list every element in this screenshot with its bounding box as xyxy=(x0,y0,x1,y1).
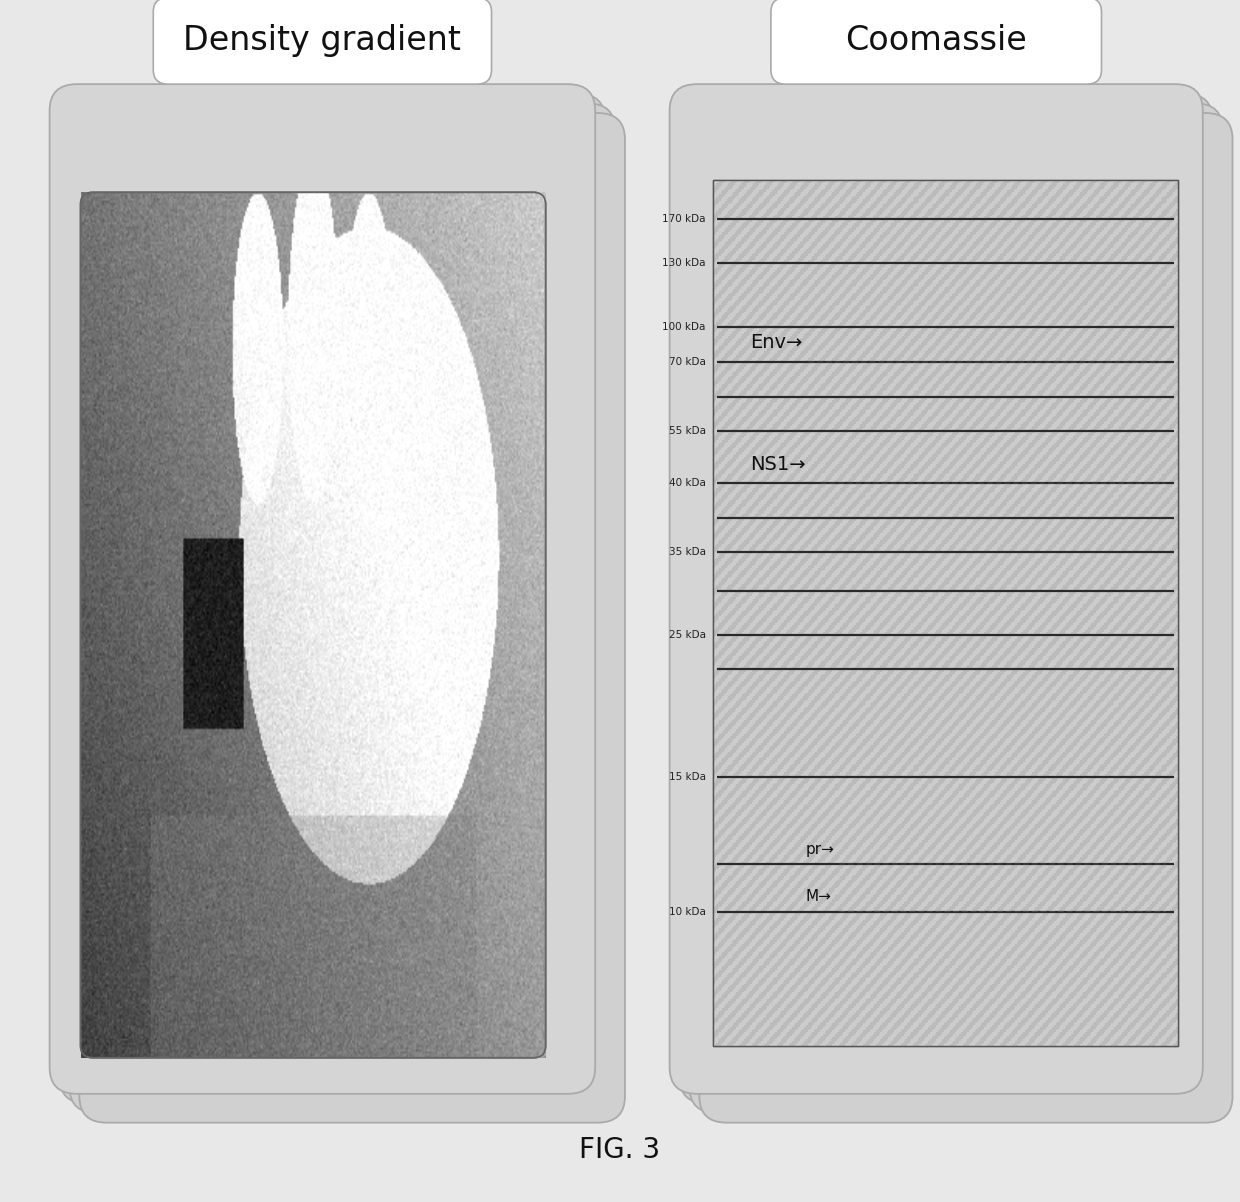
Text: NS1→: NS1→ xyxy=(750,454,806,474)
FancyBboxPatch shape xyxy=(60,94,605,1103)
FancyBboxPatch shape xyxy=(69,103,615,1113)
FancyBboxPatch shape xyxy=(713,180,1178,1046)
Text: 55 kDa: 55 kDa xyxy=(668,427,706,436)
Text: 15 kDa: 15 kDa xyxy=(668,773,706,783)
Text: 35 kDa: 35 kDa xyxy=(668,547,706,558)
Text: 10 kDa: 10 kDa xyxy=(668,906,706,917)
FancyBboxPatch shape xyxy=(81,192,546,1058)
FancyBboxPatch shape xyxy=(79,113,625,1123)
FancyBboxPatch shape xyxy=(689,103,1223,1113)
Text: 40 kDa: 40 kDa xyxy=(668,478,706,488)
Text: 170 kDa: 170 kDa xyxy=(662,214,706,225)
FancyBboxPatch shape xyxy=(50,84,595,1094)
FancyBboxPatch shape xyxy=(670,84,1203,1094)
Text: Coomassie: Coomassie xyxy=(846,24,1027,58)
Text: FIG. 3: FIG. 3 xyxy=(579,1136,661,1165)
Text: 130 kDa: 130 kDa xyxy=(662,257,706,268)
Text: Density gradient: Density gradient xyxy=(184,24,461,58)
FancyBboxPatch shape xyxy=(771,0,1101,84)
FancyBboxPatch shape xyxy=(699,113,1233,1123)
FancyBboxPatch shape xyxy=(680,94,1213,1103)
Text: Env→: Env→ xyxy=(750,333,802,352)
Text: pr→: pr→ xyxy=(806,841,835,857)
FancyBboxPatch shape xyxy=(154,0,491,84)
Text: 100 kDa: 100 kDa xyxy=(662,322,706,333)
Text: 25 kDa: 25 kDa xyxy=(668,630,706,639)
Text: M→: M→ xyxy=(806,889,832,904)
Text: 70 kDa: 70 kDa xyxy=(668,357,706,367)
